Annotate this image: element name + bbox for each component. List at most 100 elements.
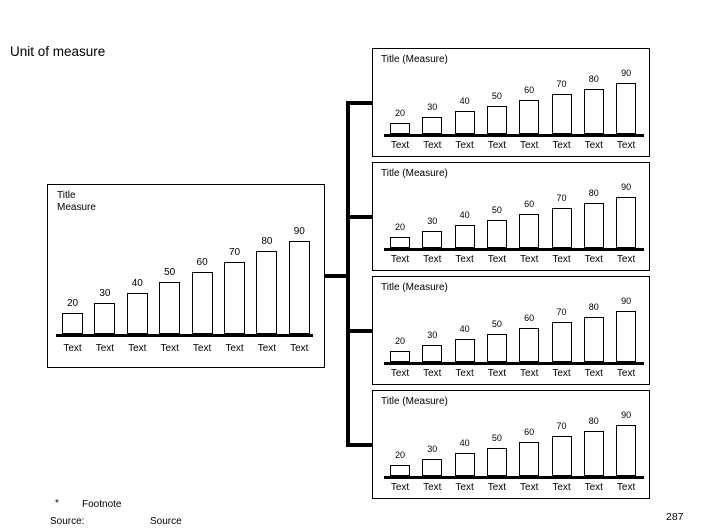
bar-category-label: Text xyxy=(552,368,571,379)
x-axis-line xyxy=(384,476,644,479)
bar-category-label: Text xyxy=(552,482,571,493)
detail-chart-2: Title (Measure) 20 Text 30 Text 40 Text 50 Text… xyxy=(372,162,650,271)
bar-value-label: 30 xyxy=(99,288,111,299)
bar xyxy=(519,328,540,362)
bar-value-label: 20 xyxy=(66,298,79,309)
bar-category-label: Text xyxy=(390,368,410,379)
bar-value-label: 50 xyxy=(491,433,502,443)
bar xyxy=(191,272,213,334)
x-axis-line xyxy=(56,334,313,337)
bar xyxy=(486,106,507,134)
bar xyxy=(422,345,443,362)
bar xyxy=(454,225,475,248)
bar-category-label: Text xyxy=(423,482,442,493)
bar-value-label: 80 xyxy=(588,302,599,312)
bar xyxy=(454,453,475,476)
bar xyxy=(583,317,604,362)
bar-category-label: Text xyxy=(423,140,442,151)
bar-category-label: Text xyxy=(520,482,539,493)
bar-value-label: 90 xyxy=(293,226,305,237)
bar-value-label: 30 xyxy=(427,330,438,340)
bar xyxy=(454,111,475,134)
bar-value-label: 60 xyxy=(524,313,535,323)
bar-category-label: Text xyxy=(487,368,507,379)
bar-category-label: Text xyxy=(390,482,410,493)
bar-category-label: Text xyxy=(455,482,474,493)
bar xyxy=(583,89,604,134)
bar xyxy=(551,322,572,362)
bar-category-label: Text xyxy=(455,368,474,379)
bar-value-label: 60 xyxy=(196,257,208,268)
detail-chart-4: Title (Measure) 20 Text 30 Text 40 Text 50 Text… xyxy=(372,390,650,499)
bar-category-label: Text xyxy=(487,482,507,493)
bar-category-label: Text xyxy=(616,254,636,265)
bar xyxy=(390,351,410,362)
footnote-marker: * xyxy=(55,498,59,509)
bar-value-label: 50 xyxy=(491,205,502,215)
bar-value-label: 90 xyxy=(621,182,632,192)
bar-value-label: 70 xyxy=(556,421,567,431)
footnote-text: Footnote xyxy=(82,499,122,510)
bar-value-label: 30 xyxy=(427,216,438,226)
bar xyxy=(583,431,604,476)
source-value: Source xyxy=(150,516,182,527)
bar-category-label: Text xyxy=(423,368,442,379)
bar-value-label: 50 xyxy=(164,267,176,278)
bar-value-label: 70 xyxy=(228,247,241,258)
bar xyxy=(486,334,507,362)
bar xyxy=(256,251,278,334)
bar-value-label: 40 xyxy=(459,96,470,106)
bar-category-label: Text xyxy=(423,254,442,265)
bar-value-label: 40 xyxy=(459,210,470,220)
bar-category-label: Text xyxy=(520,254,539,265)
bar-value-label: 30 xyxy=(427,444,438,454)
bar-category-label: Text xyxy=(63,343,82,354)
bar-value-label: 50 xyxy=(491,91,502,101)
main-chart-header: Title Measure xyxy=(57,190,96,214)
bar-category-label: Text xyxy=(390,140,410,151)
bar-value-label: 80 xyxy=(588,188,599,198)
chart-title: Title (Measure) xyxy=(381,168,448,179)
connector-branch-2 xyxy=(348,215,372,219)
bar-value-label: 40 xyxy=(131,278,143,289)
bar xyxy=(94,303,116,334)
bar-category-label: Text xyxy=(290,343,309,354)
bar-value-label: 60 xyxy=(524,85,535,95)
bar xyxy=(551,208,572,248)
bar xyxy=(486,448,507,476)
chart-title: Title (Measure) xyxy=(381,396,448,407)
connector-branch-3 xyxy=(348,329,372,333)
bar-value-label: 70 xyxy=(556,79,567,89)
bar xyxy=(551,94,572,134)
bar-value-label: 50 xyxy=(491,319,502,329)
chart-title: Title (Measure) xyxy=(381,282,448,293)
bar-category-label: Text xyxy=(584,482,603,493)
bar xyxy=(616,425,637,476)
bar-category-label: Text xyxy=(584,140,603,151)
bar-category-label: Text xyxy=(225,343,244,354)
detail-chart-3: Title (Measure) 20 Text 30 Text 40 Text 50 Text… xyxy=(372,276,650,385)
bar xyxy=(422,117,443,134)
bar-category-label: Text xyxy=(487,140,507,151)
chart-measure-label: Measure xyxy=(57,202,96,213)
page-title: Unit of measure xyxy=(10,44,106,59)
bar-value-label: 70 xyxy=(556,193,567,203)
bar xyxy=(422,231,443,248)
x-axis-line xyxy=(384,134,644,137)
connector-branch-1 xyxy=(348,101,372,105)
bar xyxy=(288,241,310,334)
bar-category-label: Text xyxy=(616,368,636,379)
connector-main-branch xyxy=(325,274,348,278)
bar-value-label: 40 xyxy=(459,438,470,448)
bar xyxy=(519,442,540,476)
bar-value-label: 80 xyxy=(588,416,599,426)
bar-category-label: Text xyxy=(390,254,410,265)
bar-category-label: Text xyxy=(257,343,277,354)
bar-category-label: Text xyxy=(552,254,571,265)
bar-category-label: Text xyxy=(520,140,539,151)
bar xyxy=(616,311,637,362)
bar xyxy=(159,282,181,334)
bar xyxy=(422,459,443,476)
bar-category-label: Text xyxy=(616,482,636,493)
bar xyxy=(551,436,572,476)
